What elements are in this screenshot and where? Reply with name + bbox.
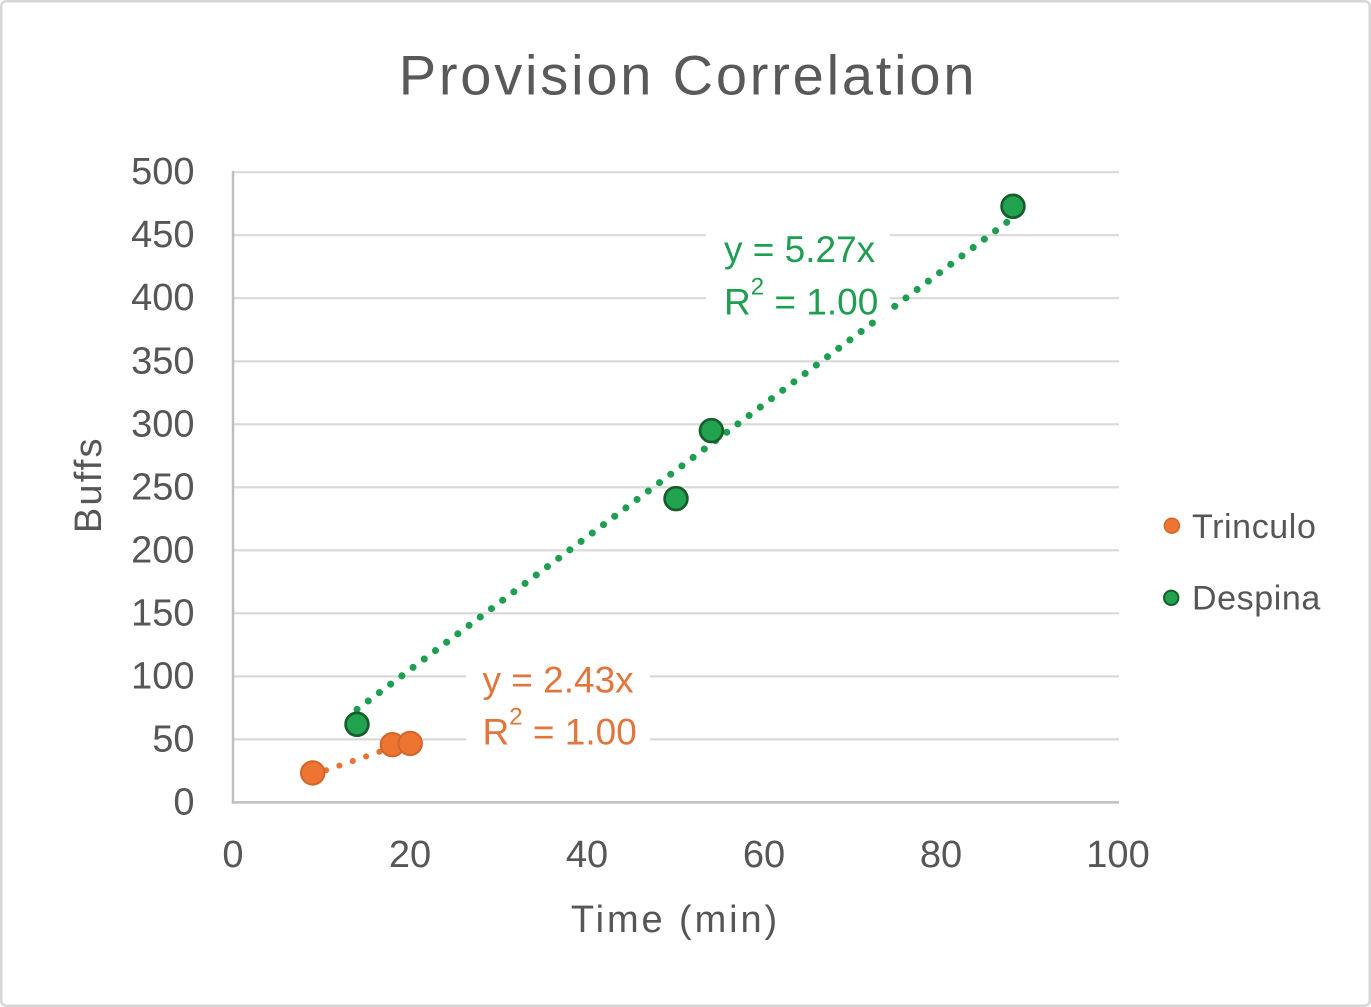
svg-text:0: 0 xyxy=(173,781,194,823)
svg-text:450: 450 xyxy=(131,214,194,256)
svg-text:R2 = 1.00: R2 = 1.00 xyxy=(724,274,878,323)
svg-text:Trinculo: Trinculo xyxy=(1192,508,1316,546)
svg-text:40: 40 xyxy=(566,834,608,876)
svg-text:200: 200 xyxy=(131,529,194,571)
svg-text:y = 2.43x: y = 2.43x xyxy=(483,659,635,700)
svg-text:50: 50 xyxy=(152,718,194,760)
svg-text:250: 250 xyxy=(131,466,194,508)
svg-text:y = 5.27x: y = 5.27x xyxy=(724,229,876,270)
svg-text:300: 300 xyxy=(131,403,194,445)
svg-text:R2 = 1.00: R2 = 1.00 xyxy=(483,703,637,752)
svg-text:100: 100 xyxy=(131,655,194,697)
svg-text:Time (min): Time (min) xyxy=(571,899,780,941)
svg-text:Despina: Despina xyxy=(1192,580,1321,618)
svg-text:350: 350 xyxy=(131,340,194,382)
svg-text:100: 100 xyxy=(1086,834,1149,876)
svg-text:Buffs: Buffs xyxy=(68,436,110,533)
svg-text:80: 80 xyxy=(920,834,962,876)
svg-text:0: 0 xyxy=(222,834,243,876)
svg-text:400: 400 xyxy=(131,277,194,319)
svg-text:150: 150 xyxy=(131,592,194,634)
svg-text:500: 500 xyxy=(131,151,194,193)
svg-text:Provision Correlation: Provision Correlation xyxy=(399,44,978,107)
svg-text:60: 60 xyxy=(743,834,785,876)
svg-text:20: 20 xyxy=(389,834,431,876)
